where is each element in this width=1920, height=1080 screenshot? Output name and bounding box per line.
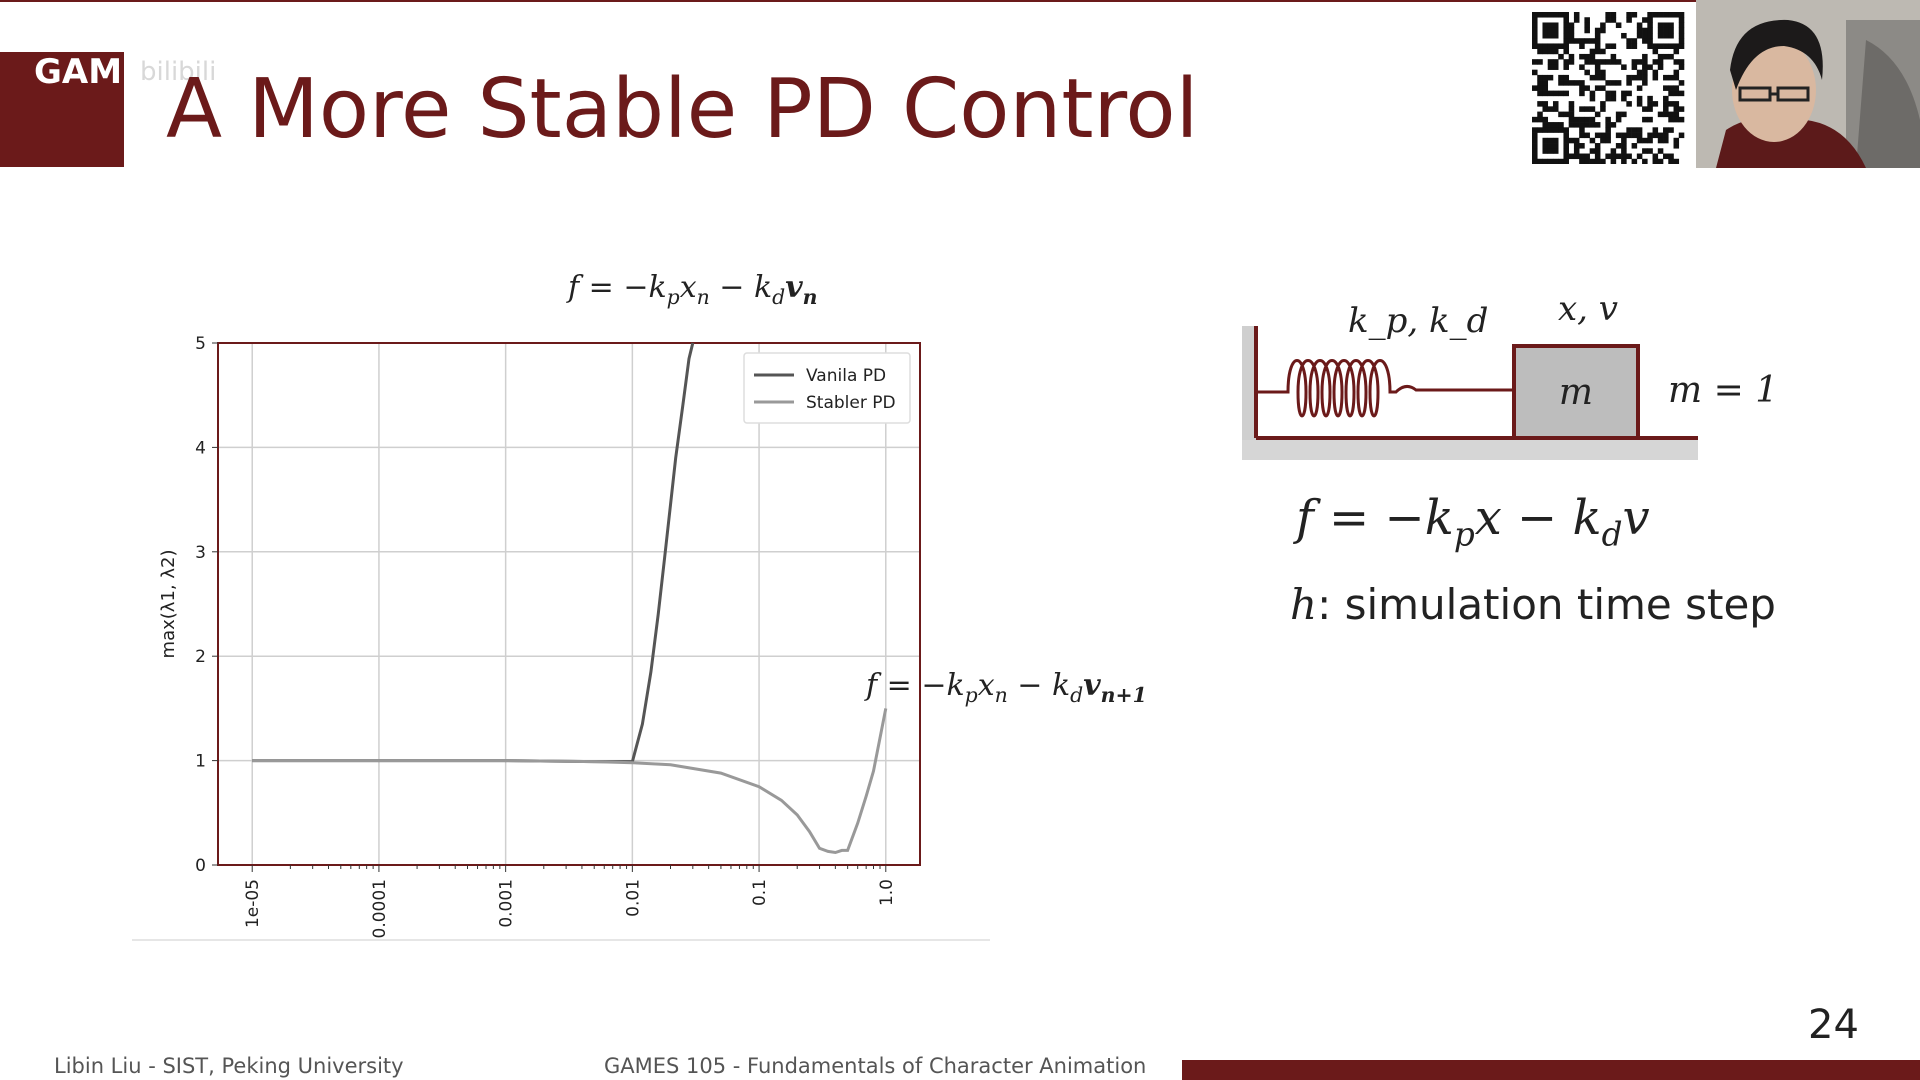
qr-code-icon — [1530, 12, 1686, 165]
watermark: bilibili — [140, 57, 217, 87]
series-line-1 — [252, 708, 888, 855]
slide-title: A More Stable PD Control — [166, 62, 1199, 157]
legend-label: Stabler PD — [806, 393, 896, 413]
x-tick-label: 1.0 — [877, 879, 897, 906]
y-tick-label: 1 — [195, 752, 206, 772]
x-tick-label: 0.01 — [623, 879, 643, 917]
top-accent-line — [0, 0, 1920, 2]
y-tick-label: 2 — [195, 647, 206, 667]
x-tick-label: 0.001 — [497, 879, 517, 928]
spring-label: k_p, k_d — [1348, 301, 1488, 341]
spring-mass-diagram: k_p, k_d x, v m m = 1 — [1238, 289, 1798, 470]
y-axis-label: max(λ1, λ2) — [158, 550, 179, 659]
chart-canvas: 1e-05 0.0001 0.001 0.01 0.1 1.0 0 1 2 3 4 5 max(λ1, … — [132, 334, 990, 941]
mass-value: m = 1 — [1668, 370, 1778, 411]
plot-frame — [217, 342, 921, 866]
mass-block — [1512, 344, 1640, 440]
x-tick-label: 0.0001 — [370, 879, 390, 938]
legend-label: Vanila PD — [806, 366, 886, 386]
x-tick-label: 1e-05 — [243, 879, 263, 928]
legend-box — [743, 352, 911, 424]
spring-icon — [1256, 359, 1450, 418]
y-tick-label: 5 — [195, 334, 206, 354]
formula-stabler-pd: f = −kpxn − kdvn+1 — [866, 668, 1147, 708]
brand-block — [0, 52, 124, 167]
footer-author: Libin Liu - SIST, Peking University — [54, 1054, 404, 1078]
y-tick-label: 0 — [195, 856, 206, 876]
wall-shading — [1242, 326, 1256, 456]
footer-course: GAMES 105 - Fundamentals of Character An… — [604, 1054, 1147, 1078]
time-step-definition: h: simulation time step — [1290, 580, 1776, 629]
formula-vanilla-pd: f = −kpxn − kdvn — [568, 270, 818, 310]
y-tick-label: 4 — [195, 438, 206, 458]
y-tick-label: 3 — [195, 543, 206, 563]
footer-accent-bar — [1182, 1060, 1920, 1080]
page-number: 24 — [1808, 1002, 1859, 1048]
x-tick-label: 0.1 — [750, 879, 770, 906]
brand-logo-text: GAMES — [34, 52, 170, 92]
state-label: x, v — [1558, 290, 1618, 329]
force-equation: f = −kpx − kdv — [1296, 490, 1650, 554]
stability-chart: 1e-05 0.0001 0.001 0.01 0.1 1.0 0 1 2 3 4 5 max(λ1, … — [130, 255, 1000, 955]
presenter-webcam — [1696, 0, 1920, 168]
floor-shading — [1242, 440, 1698, 460]
mass-symbol: m — [1559, 372, 1593, 413]
